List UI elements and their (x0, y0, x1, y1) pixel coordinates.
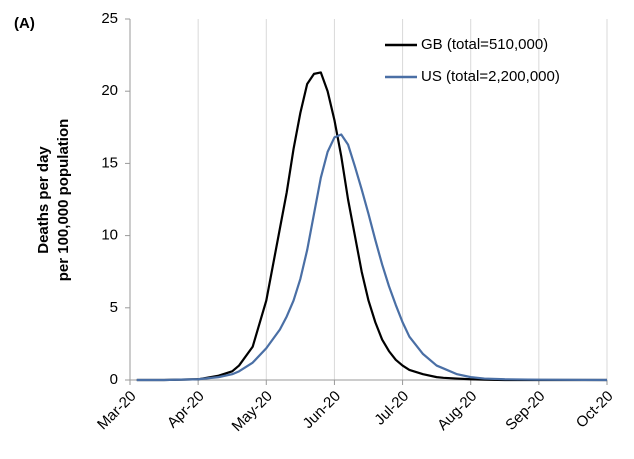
y-tick-label: 25 (101, 10, 118, 27)
y-tick-label: 0 (110, 371, 118, 388)
x-tick-label: Mar-20 (94, 388, 140, 434)
x-tick-label: Aug-20 (434, 388, 480, 434)
x-tick-label: Apr-20 (164, 388, 208, 432)
legend-label: GB (total=510,000) (421, 36, 548, 53)
y-tick-label: 5 (110, 299, 118, 316)
series-line (136, 71, 607, 382)
y-tick-label: 10 (101, 227, 118, 244)
x-tick-label: Jul-20 (371, 388, 412, 429)
panel-label: (A) (14, 15, 35, 32)
y-tick-label: 20 (101, 82, 118, 99)
x-tick-label: Oct-20 (573, 388, 617, 432)
y-axis-label: per 100,000 population (55, 119, 72, 282)
x-tick-label: Jun-20 (300, 388, 344, 432)
x-tick-label: Sep-20 (502, 388, 548, 434)
series-line (136, 133, 608, 382)
x-tick-label: May-20 (229, 388, 276, 435)
legend-label: US (total=2,200,000) (421, 68, 560, 85)
y-axis-label: Deaths per day (35, 146, 52, 254)
y-tick-label: 15 (101, 154, 118, 171)
